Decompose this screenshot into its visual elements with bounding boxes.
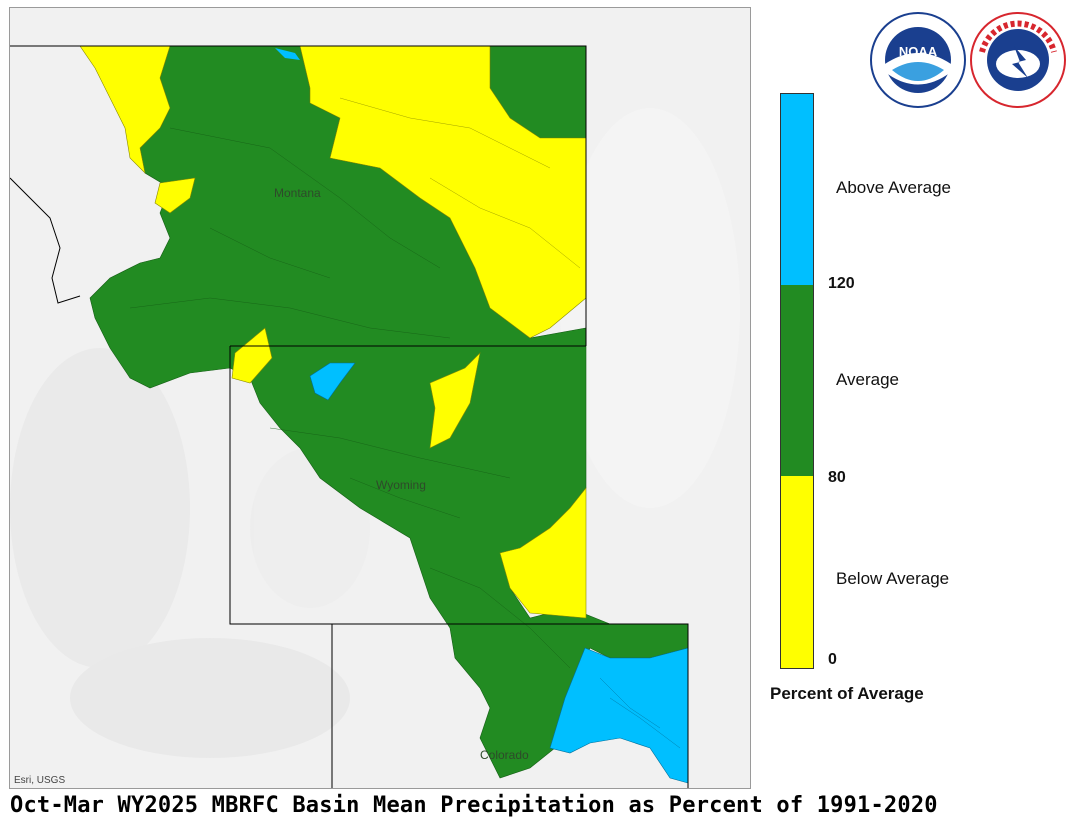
basin-region-below-wy-center <box>429 352 481 449</box>
legend-title: Percent of Average <box>770 684 924 703</box>
legend-break-80: 80 <box>828 469 846 486</box>
basin-region-below-wy-east <box>499 487 587 619</box>
basin-map <box>10 45 740 788</box>
map-panel[interactable]: Montana Wyoming Colorado Esri, USGS <box>9 7 751 789</box>
legend-label-average: Average <box>836 370 900 389</box>
noaa-logo: NOAA <box>870 12 966 108</box>
legend-break-120: 120 <box>828 275 855 292</box>
figure-caption: Oct-Mar WY2025 MBRFC Basin Mean Precipit… <box>10 793 938 818</box>
legend-label-below: Below Average <box>836 569 950 588</box>
legend-band-below <box>781 476 813 668</box>
basin-region-below-nw <box>79 45 171 174</box>
state-label-wyoming: Wyoming <box>376 478 426 492</box>
noaa-logo-text: NOAA <box>899 44 938 59</box>
state-boundaries <box>10 45 689 788</box>
terrain-background <box>10 108 740 758</box>
sub-basin-lines <box>129 127 571 669</box>
legend-break-0: 0 <box>828 651 837 668</box>
basin-region-below-ne <box>299 45 587 339</box>
sub-basin-lines-yellow <box>339 97 581 269</box>
basin-region-above-yellowstone <box>309 362 356 401</box>
legend-colorbar <box>780 93 814 669</box>
legend-band-above <box>781 94 813 285</box>
lake-icon <box>275 48 300 60</box>
basin-region-below-wy-west <box>231 327 273 384</box>
state-label-montana: Montana <box>274 186 321 200</box>
state-label-colorado: Colorado <box>480 748 529 762</box>
nws-logo <box>970 12 1066 108</box>
basin-region-above-colorado <box>549 647 689 784</box>
map-attribution: Esri, USGS <box>14 775 66 786</box>
basin-region-below-w <box>154 177 196 214</box>
sub-basin-lines-blue <box>599 677 681 749</box>
legend-label-above: Above Average <box>836 178 951 197</box>
legend-band-average <box>781 285 813 476</box>
